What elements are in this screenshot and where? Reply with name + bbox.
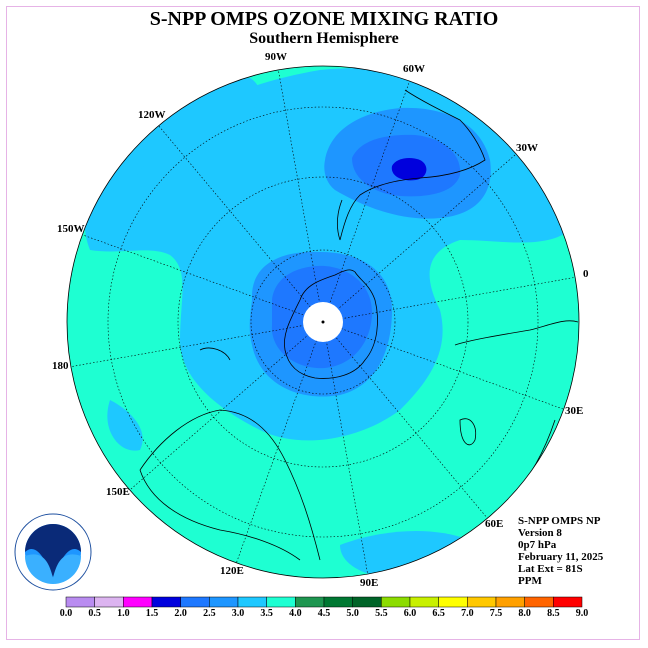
chart-title: S-NPP OMPS OZONE MIXING RATIO [149,8,499,30]
colorbar-tick-label: 1.0 [117,608,130,619]
lon-label-90w: 90W [265,51,287,63]
newzealand-coast [199,347,231,361]
colorbar-swatch [209,596,239,608]
lon-label-150w: 150W [57,223,85,235]
lon-label-120e: 120E [220,565,244,577]
info-date: February 11, 2025 [518,551,604,563]
colorbar-tick-label: 0.0 [59,608,73,619]
colorbar-swatch [151,596,181,608]
colorbar-tick-label: 7.5 [489,608,503,619]
colorbar-swatch [438,596,468,608]
colorbar-tick-label: 1.5 [145,608,159,619]
noaa-logo [14,513,92,591]
lat-circle-outer [107,106,539,538]
lon-label-60w: 60W [403,63,425,75]
colorbar-tick-label: 8.5 [547,608,560,619]
colorbar-swatch [295,596,325,608]
lon-label-30w: 30W [516,142,538,154]
colorbar-tick-label: 2.5 [203,608,216,619]
australia-coast [139,409,321,561]
contour-3p0-lower-left [107,400,143,451]
colorbar-swatch [352,596,382,608]
colorbar-tick-label: 5.0 [346,608,359,619]
south-america-coast [336,89,486,241]
figure-frame [6,6,640,640]
contour-1p5-peak [391,158,427,181]
colorbar-swatch [381,596,411,608]
info-version: Version 8 [518,527,562,539]
info-level: 0p7 hPa [518,539,557,551]
colorbar-swatch [65,596,95,608]
lon-label-0: 0 [583,268,589,280]
colorbar-tick-label: 0.5 [88,608,101,619]
colorbar-tick-label: 2.0 [174,608,187,619]
colorbar [65,596,583,608]
meridian-30e-150w [82,234,564,410]
colorbar-swatch [524,596,554,608]
lon-label-120w: 120W [138,109,166,121]
colorbar-swatch [123,596,153,608]
colorbar-tick-label: 7.0 [461,608,474,619]
colorbar-swatch [237,596,267,608]
lon-label-60e: 60E [485,518,504,530]
lon-label-90e: 90E [360,577,379,589]
colorbar-swatch [553,596,583,608]
colorbar-swatch [409,596,439,608]
colorbar-tick-label: 4.5 [317,608,331,619]
colorbar-tick-label: 6.0 [403,608,417,619]
colorbar-swatch [467,596,497,608]
madagascar-coast [459,418,477,446]
colorbar-tick-label: 3.0 [231,608,245,619]
colorbar-tick-label: 8.0 [518,608,531,619]
lon-label-30e: 30E [565,405,584,417]
lon-label-150e: 150E [106,486,130,498]
south-pole-marker [321,320,325,324]
colorbar-swatch [180,596,210,608]
map-boundary [66,65,580,579]
info-lat-ext: Lat Ext = 81S [518,563,583,575]
info-instrument: S-NPP OMPS NP [518,515,601,527]
colorbar-tick-label: 4.0 [289,608,302,619]
colorbar-swatch [266,596,296,608]
lat-circle-inner [250,249,396,395]
colorbar-tick-label: 9.0 [575,608,589,619]
colorbar-swatch [323,596,353,608]
colorbar-swatch [94,596,124,608]
lat-circle-mid [177,176,469,468]
info-units: PPM [518,575,542,587]
chart-subtitle: Southern Hemisphere [249,30,399,47]
colorbar-tick-label: 6.5 [432,608,445,619]
lon-label-180: 180 [52,360,69,372]
antarctica-coast [283,269,378,379]
colorbar-tick-label: 5.5 [375,608,388,619]
colorbar-tick-label: 3.5 [260,608,273,619]
colorbar-swatch [495,596,525,608]
meridian-30w-150e [130,154,516,490]
